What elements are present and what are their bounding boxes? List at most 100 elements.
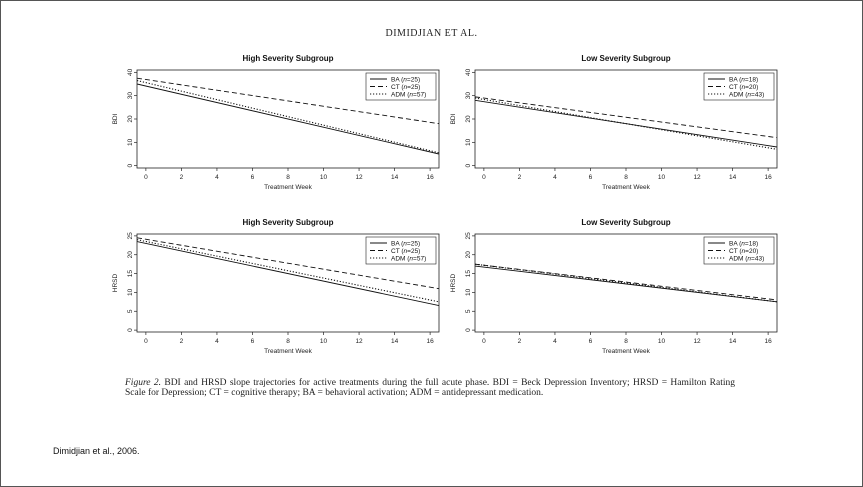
y-tick-label: 20 — [127, 251, 134, 259]
y-tick-label: 5 — [127, 309, 134, 313]
x-tick-label: 10 — [320, 174, 328, 181]
series-line-ba — [137, 83, 439, 155]
chart-panel-bdi-high: High Severity Subgroup 0 2 4 6 8 10 12 14 16 0 10 20… — [112, 52, 447, 192]
x-tick-label: 14 — [729, 338, 737, 345]
x-tick-label: 6 — [589, 174, 593, 181]
x-tick-label: 2 — [180, 338, 184, 345]
legend-entry-ba: BA (n=18) — [729, 240, 758, 247]
x-tick-label: 10 — [658, 174, 666, 181]
legend-entry-ct: CT (n=20) — [729, 248, 758, 255]
x-axis-label: Treatment Week — [602, 184, 650, 191]
y-tick-label: 25 — [127, 232, 134, 240]
legend-entry-ct: CT (n=20) — [729, 84, 758, 91]
x-tick-label: 6 — [589, 338, 593, 345]
x-axis-label: Treatment Week — [264, 184, 312, 191]
chart-title: High Severity Subgroup — [242, 218, 333, 227]
y-axis-label: HRSD — [112, 273, 119, 292]
y-tick-label: 15 — [465, 270, 472, 278]
x-tick-label: 4 — [553, 174, 557, 181]
x-tick-label: 10 — [658, 338, 666, 345]
series-line-ct — [475, 96, 777, 139]
series-line-adm — [475, 263, 777, 303]
chart-svg: Low Severity Subgroup 0 2 4 6 8 10 12 14 16 0 10 20 3… — [450, 54, 778, 191]
series-line-adm — [475, 97, 777, 150]
x-tick-label: 0 — [482, 174, 486, 181]
y-tick-label: 10 — [127, 138, 134, 146]
series-line-ct — [137, 237, 439, 290]
x-tick-label: 16 — [765, 174, 773, 181]
y-tick-label: 0 — [127, 328, 134, 332]
y-axis-label: HRSD — [450, 273, 457, 292]
y-tick-label: 0 — [465, 163, 472, 167]
legend-entry-ba: BA (n=25) — [391, 240, 420, 247]
legend-box — [703, 236, 775, 265]
x-tick-label: 14 — [391, 174, 399, 181]
series-line-ba — [475, 265, 777, 303]
chart-panel-hrsd-high: High Severity Subgroup 0 2 4 6 8 10 12 14 16 0 5 10 1… — [112, 216, 447, 356]
chart-svg: High Severity Subgroup 0 2 4 6 8 10 12 14 16 0 10 20… — [112, 54, 440, 191]
legend-entry-ct: CT (n=25) — [391, 248, 420, 255]
legend-box — [703, 72, 775, 101]
x-tick-label: 6 — [251, 338, 255, 345]
x-tick-label: 8 — [286, 174, 290, 181]
x-axis-label: Treatment Week — [264, 348, 312, 355]
chart-panel-bdi-low: Low Severity Subgroup 0 2 4 6 8 10 12 14 16 0 10 20 3… — [450, 52, 785, 192]
x-tick-label: 4 — [215, 338, 219, 345]
legend-entry-adm: ADM (n=57) — [391, 91, 426, 98]
x-tick-label: 10 — [320, 338, 328, 345]
caption-label: Figure 2. — [125, 378, 161, 388]
x-tick-label: 6 — [251, 174, 255, 181]
series-line-adm — [137, 79, 439, 154]
y-tick-label: 40 — [465, 68, 472, 76]
legend-entry-ba: BA (n=18) — [729, 76, 758, 83]
series-line-ct — [475, 263, 777, 301]
x-tick-label: 14 — [391, 338, 399, 345]
x-tick-label: 4 — [215, 174, 219, 181]
x-tick-label: 12 — [693, 174, 701, 181]
x-tick-label: 14 — [729, 174, 737, 181]
legend-box — [365, 236, 437, 265]
legend-entry-adm: ADM (n=43) — [729, 91, 764, 98]
series-line-adm — [137, 239, 439, 303]
y-tick-label: 10 — [465, 138, 472, 146]
legend-entry-ba: BA (n=25) — [391, 76, 420, 83]
chart-svg: High Severity Subgroup 0 2 4 6 8 10 12 14 16 0 5 10 1… — [112, 218, 440, 355]
chart-title: Low Severity Subgroup — [581, 218, 670, 227]
x-tick-label: 8 — [624, 338, 628, 345]
y-tick-label: 20 — [127, 115, 134, 123]
citation: Dimidjian et al., 2006. — [53, 446, 140, 456]
x-tick-label: 2 — [518, 174, 522, 181]
caption-text: BDI and HRSD slope trajectories for acti… — [125, 378, 735, 398]
y-axis-label: BDI — [450, 113, 457, 124]
y-tick-label: 5 — [465, 309, 472, 313]
x-tick-label: 0 — [482, 338, 486, 345]
x-tick-label: 0 — [144, 338, 148, 345]
y-tick-label: 15 — [127, 270, 134, 278]
y-tick-label: 10 — [127, 288, 134, 296]
y-axis-label: BDI — [112, 113, 119, 124]
chart-title: Low Severity Subgroup — [581, 54, 670, 63]
x-tick-label: 4 — [553, 338, 557, 345]
legend-box — [365, 72, 437, 101]
y-tick-label: 40 — [127, 68, 134, 76]
x-tick-label: 12 — [355, 338, 363, 345]
chart-svg: Low Severity Subgroup 0 2 4 6 8 10 12 14 16 0 5 10 15… — [450, 218, 778, 355]
y-tick-label: 25 — [465, 232, 472, 240]
chart-panel-hrsd-low: Low Severity Subgroup 0 2 4 6 8 10 12 14 16 0 5 10 15… — [450, 216, 785, 356]
x-tick-label: 12 — [693, 338, 701, 345]
series-line-ct — [137, 77, 439, 125]
legend-entry-adm: ADM (n=43) — [729, 255, 764, 262]
x-tick-label: 8 — [286, 338, 290, 345]
x-tick-label: 12 — [355, 174, 363, 181]
chart-title: High Severity Subgroup — [242, 54, 333, 63]
x-tick-label: 16 — [427, 338, 435, 345]
series-line-ba — [137, 241, 439, 307]
y-tick-label: 0 — [127, 163, 134, 167]
x-axis-label: Treatment Week — [602, 348, 650, 355]
y-tick-label: 30 — [127, 92, 134, 100]
running-head: DIMIDJIAN ET AL. — [385, 28, 478, 39]
y-tick-label: 10 — [465, 288, 472, 296]
y-tick-label: 30 — [465, 92, 472, 100]
legend-entry-adm: ADM (n=57) — [391, 255, 426, 262]
x-tick-label: 16 — [427, 174, 435, 181]
